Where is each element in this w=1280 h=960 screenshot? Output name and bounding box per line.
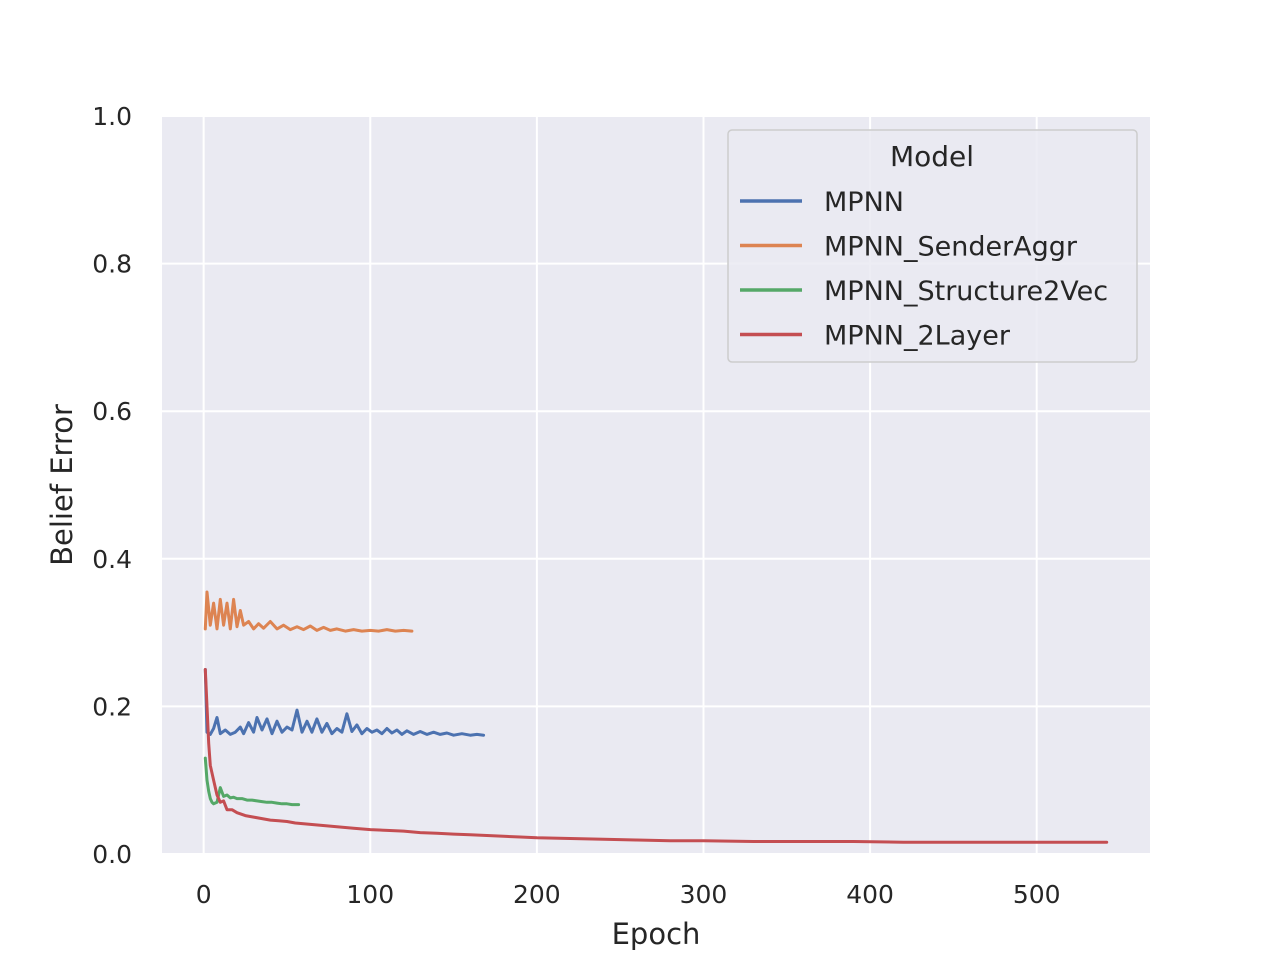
x-tick-label: 400 xyxy=(846,880,894,909)
x-tick-label: 500 xyxy=(1013,880,1061,909)
x-tick-label: 100 xyxy=(346,880,394,909)
y-tick-label: 0.0 xyxy=(92,840,132,869)
x-tick-label: 0 xyxy=(196,880,212,909)
legend-entries: MPNN MPNN_SenderAggr MPNN_Structure2Vec MPN… xyxy=(740,187,1108,352)
legend: Model MPNN MPNN_SenderAggr MPNN_Structure2… xyxy=(727,129,1138,363)
series-lines xyxy=(203,590,1109,844)
legend-label: MPNN_Structure2Vec xyxy=(824,276,1108,307)
y-tick-label: 1.0 xyxy=(92,102,132,131)
legend-title: Model xyxy=(890,140,974,173)
legend-label: MPNN xyxy=(824,187,904,218)
series-line-mpnn-2layer xyxy=(203,668,1109,844)
x-tick-label: 300 xyxy=(680,880,728,909)
legend-label: MPNN_2Layer xyxy=(824,321,1011,352)
y-tick-label: 0.8 xyxy=(92,250,132,279)
legend-box xyxy=(727,129,1138,363)
x-axis-label: Epoch xyxy=(612,917,701,951)
series-line-mpnn xyxy=(203,668,486,737)
y-tick-label: 0.6 xyxy=(92,397,132,426)
y-tick-label: 0.2 xyxy=(92,692,132,721)
y-tick-label: 0.4 xyxy=(92,545,132,574)
series-line-mpnn-senderaggr xyxy=(203,590,414,633)
y-axis-label: Belief Error xyxy=(45,404,79,566)
series-line-mpnn-structure2vec xyxy=(203,756,301,807)
tick-labels: 0 100 200 300 400 500 0.0 0.2 0.4 0.6 0.8 1.0 xyxy=(92,102,1060,909)
x-tick-label: 200 xyxy=(513,880,561,909)
legend-label: MPNN_SenderAggr xyxy=(824,232,1078,263)
